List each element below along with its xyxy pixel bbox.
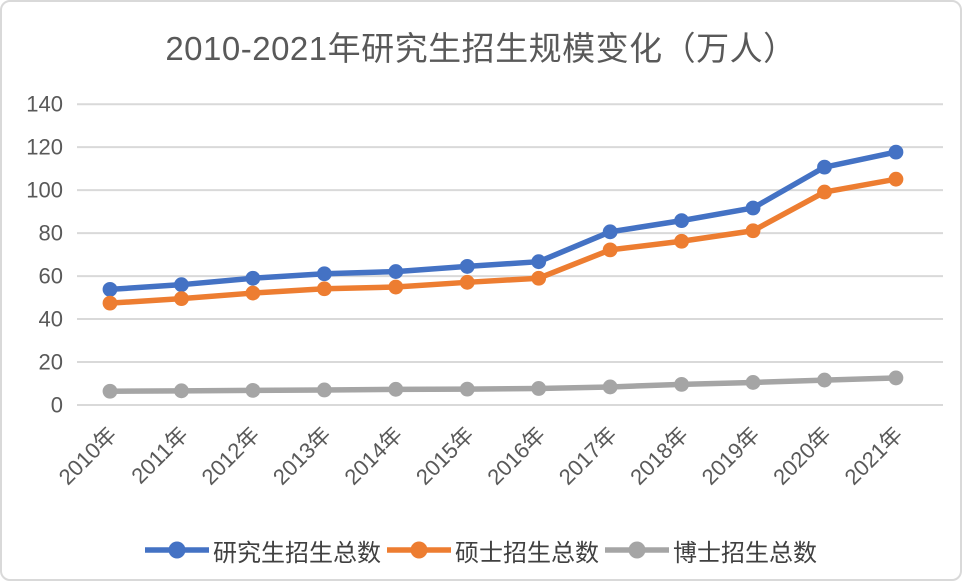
data-point-s0-6 bbox=[531, 254, 547, 270]
legend-line-marker-icon bbox=[605, 541, 669, 559]
legend-label: 博士招生总数 bbox=[673, 539, 817, 567]
x-axis-tick-label: 2010年 bbox=[54, 422, 122, 490]
y-axis-tick-label: 120 bbox=[26, 135, 63, 160]
x-axis-tick-label: 2012年 bbox=[197, 422, 265, 490]
y-axis-tick-label: 100 bbox=[26, 178, 63, 203]
data-point-s0-1 bbox=[174, 277, 189, 293]
y-axis-tick-label: 0 bbox=[51, 393, 63, 418]
data-point-s0-0 bbox=[102, 282, 118, 297]
data-point-s1-7 bbox=[602, 242, 618, 258]
x-axis-tick-label: 2019年 bbox=[697, 422, 765, 490]
data-point-s1-11 bbox=[888, 171, 904, 187]
data-point-s2-10 bbox=[817, 372, 832, 388]
data-point-s0-11 bbox=[888, 144, 904, 160]
series-line-2 bbox=[107, 375, 899, 394]
data-point-s1-9 bbox=[745, 223, 761, 239]
series-line-1 bbox=[107, 176, 899, 306]
x-axis-tick-label: 2011年 bbox=[126, 422, 193, 489]
data-point-s0-8 bbox=[674, 213, 689, 229]
data-point-s1-1 bbox=[174, 291, 189, 307]
y-axis-tick-label: 20 bbox=[39, 350, 63, 375]
chart-title: 2010-2021年研究生招生规模变化（万人） bbox=[165, 30, 797, 67]
data-point-s1-2 bbox=[245, 285, 261, 301]
data-point-s2-2 bbox=[245, 382, 261, 398]
data-point-s0-10 bbox=[817, 159, 832, 175]
x-axis-tick-label: 2013年 bbox=[268, 422, 336, 490]
data-point-s2-3 bbox=[316, 382, 332, 398]
x-axis-tick-label: 2021年 bbox=[840, 422, 908, 490]
data-point-s2-5 bbox=[459, 381, 475, 397]
x-axis-tick-label: 2016年 bbox=[482, 422, 550, 490]
data-point-s2-9 bbox=[745, 375, 761, 390]
data-point-s2-8 bbox=[674, 376, 689, 392]
data-point-s1-10 bbox=[817, 184, 832, 200]
data-point-s1-0 bbox=[102, 295, 118, 311]
data-point-s1-5 bbox=[459, 274, 475, 290]
data-point-s0-2 bbox=[245, 270, 261, 286]
y-axis-tick-label: 80 bbox=[39, 221, 63, 246]
data-point-s2-1 bbox=[174, 383, 189, 399]
data-point-s0-5 bbox=[459, 259, 475, 274]
x-axis-tick-label: 2014年 bbox=[339, 422, 407, 490]
data-point-s0-7 bbox=[602, 224, 618, 240]
legend-item-0: 研究生招生总数 bbox=[145, 533, 381, 568]
legend-line-marker-icon bbox=[145, 541, 209, 559]
y-axis-tick-label: 40 bbox=[39, 307, 63, 332]
y-axis-tick-label: 60 bbox=[39, 264, 63, 289]
x-axis-tick-label: 2017年 bbox=[554, 422, 622, 490]
x-axis-tick-label: 2020年 bbox=[768, 422, 836, 490]
data-point-s0-9 bbox=[745, 200, 761, 216]
legend-item-1: 硕士招生总数 bbox=[387, 533, 599, 568]
legend-label: 硕士招生总数 bbox=[455, 539, 599, 567]
data-point-s0-3 bbox=[316, 266, 332, 282]
data-point-s1-6 bbox=[531, 270, 547, 286]
data-point-s0-4 bbox=[388, 264, 404, 279]
x-axis-tick-label: 2018年 bbox=[625, 422, 693, 490]
data-point-s2-0 bbox=[102, 383, 118, 399]
data-point-s2-11 bbox=[888, 370, 904, 386]
data-point-s1-3 bbox=[316, 281, 332, 297]
data-point-s1-8 bbox=[674, 233, 689, 249]
legend-line-marker-icon bbox=[387, 541, 451, 559]
data-point-s2-6 bbox=[531, 381, 547, 396]
data-point-s2-4 bbox=[388, 381, 404, 397]
series-line-0 bbox=[107, 149, 899, 293]
y-axis-tick-label: 140 bbox=[26, 92, 63, 117]
data-point-s2-7 bbox=[602, 379, 618, 395]
x-axis-tick-label: 2015年 bbox=[411, 422, 479, 490]
chart-legend: 研究生招生总数 硕士招生总数 博士招生总数 bbox=[2, 531, 960, 569]
legend-label: 研究生招生总数 bbox=[213, 539, 381, 567]
legend-item-2: 博士招生总数 bbox=[605, 533, 817, 568]
data-point-s1-4 bbox=[388, 279, 404, 295]
